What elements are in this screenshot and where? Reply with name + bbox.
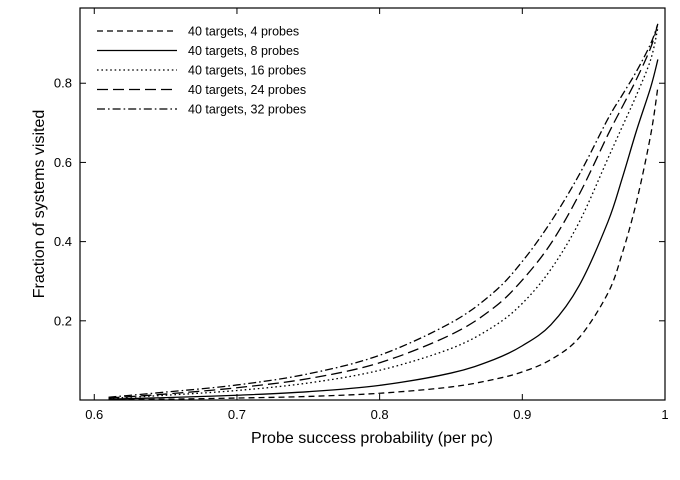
series-line-5: [108, 23, 659, 398]
x-tick-label: 0.7: [228, 407, 246, 422]
y-tick-label: 0.2: [54, 313, 72, 328]
y-axis-label: Fraction of systems visited: [31, 110, 48, 299]
legend-label: 40 targets, 16 probes: [188, 64, 306, 78]
plot-frame: [79, 7, 666, 401]
series-line-4: [108, 23, 659, 399]
x-axis-label: Probe success probability (per pc): [251, 430, 493, 447]
y-tick-label: 0.6: [54, 155, 72, 170]
x-tick-label: 0.9: [513, 407, 531, 422]
legend-label: 40 targets, 4 probes: [188, 25, 299, 39]
x-tick-label: 0.6: [85, 407, 103, 422]
x-tick-label: 0.8: [371, 407, 389, 422]
series-line-1: [108, 87, 659, 401]
legend-label: 40 targets, 24 probes: [188, 83, 306, 97]
series-lines: [108, 23, 659, 401]
legend-label: 40 targets, 8 probes: [188, 44, 299, 58]
legend: 40 targets, 4 probes 40 targets, 8 probes…: [97, 25, 306, 117]
y-tick-label: 0.4: [54, 234, 72, 249]
series-line-2: [108, 59, 659, 400]
y-tick-label: 0.8: [54, 76, 72, 91]
x-tick-labels: 0.6 0.7 0.8 0.9 1: [85, 407, 668, 422]
x-tick-label: 1: [661, 407, 668, 422]
y-tick-labels: 0.2 0.4 0.6 0.8: [54, 76, 72, 329]
legend-label: 40 targets, 32 probes: [188, 103, 306, 117]
tick-marks: [80, 8, 666, 400]
series-line-3: [108, 27, 659, 400]
